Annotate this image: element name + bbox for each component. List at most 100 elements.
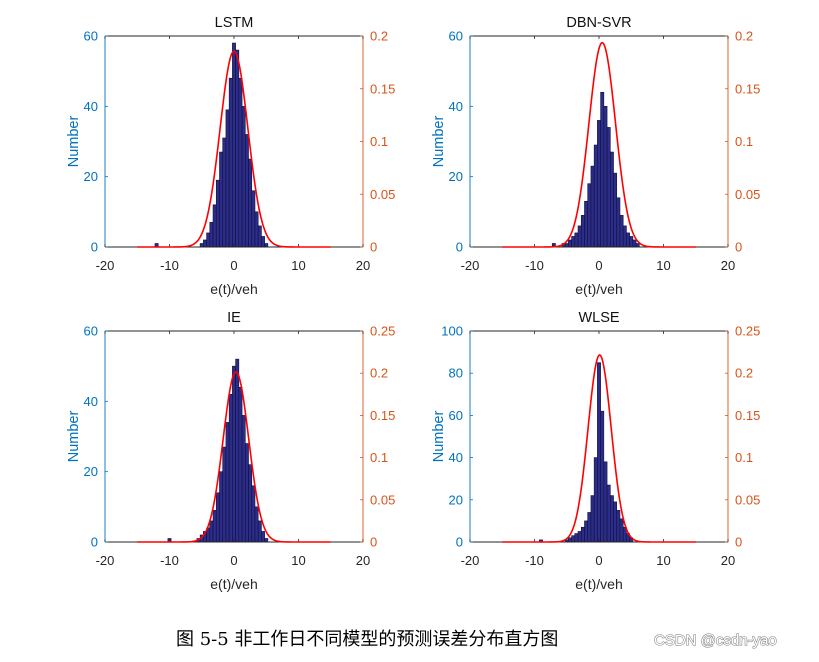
x-axis-label: e(t)/veh [575, 576, 622, 592]
y-axis-label: Number [431, 411, 447, 463]
histogram-bar [597, 120, 601, 248]
histogram-bar [622, 225, 627, 248]
histogram-bar [257, 520, 262, 543]
panel-title: IE [227, 310, 241, 326]
histogram-bar [577, 531, 582, 543]
x-tick-label: 0 [595, 553, 602, 568]
left-y-tick-label: 60 [449, 29, 463, 44]
histogram-bar [590, 165, 595, 248]
left-y-tick-label: 60 [84, 324, 98, 339]
x-tick-label: 0 [230, 553, 237, 568]
histogram-bar [606, 127, 611, 248]
histogram-bar [574, 232, 579, 248]
x-tick-label: -20 [461, 553, 480, 568]
x-tick-label: 20 [721, 553, 735, 568]
histogram-bar [219, 151, 224, 248]
histogram-bar [251, 190, 256, 248]
histogram-bar [228, 77, 233, 248]
histogram-bar [244, 134, 249, 248]
histogram-bar [600, 410, 605, 543]
histogram-bar [613, 501, 618, 543]
histogram-bar [251, 485, 256, 543]
y-axis-label: Number [66, 116, 82, 168]
right-y-tick-label: 0.05 [735, 492, 760, 507]
histogram-bar [629, 236, 634, 248]
x-tick-label: 10 [656, 553, 670, 568]
histogram-bar [212, 204, 217, 248]
histogram-bar [232, 42, 236, 248]
histogram-bar [597, 362, 601, 543]
left-y-tick-label: 40 [449, 99, 463, 114]
histogram-bar [215, 492, 220, 543]
right-y-tick-label: 0.1 [370, 450, 388, 465]
x-tick-label: 10 [656, 258, 670, 273]
right-y-tick-label: 0 [370, 535, 377, 550]
left-y-tick-label: 20 [449, 492, 463, 507]
histogram-bar [261, 236, 265, 248]
normal-fit-curve [137, 371, 331, 543]
histogram-bar [584, 520, 589, 543]
histogram-bar [603, 461, 608, 543]
right-y-tick-label: 0.15 [735, 81, 760, 96]
right-y-tick-label: 0.1 [735, 134, 753, 149]
histogram-bar [587, 183, 592, 248]
histogram-bar [600, 91, 605, 248]
x-tick-label: 20 [356, 553, 370, 568]
right-y-tick-label: 0.1 [370, 134, 388, 149]
x-tick-label: -10 [525, 553, 544, 568]
histogram-bar [235, 358, 240, 543]
right-y-tick-label: 0.15 [370, 81, 395, 96]
histogram-bar [577, 225, 582, 248]
panel-title: LSTM [215, 15, 254, 31]
x-tick-label: -20 [96, 553, 115, 568]
left-y-tick-label: 0 [91, 240, 98, 255]
histogram-bar [254, 211, 259, 248]
histogram-bar [219, 471, 224, 543]
panel-lstm: LSTM e(t)/veh Number -20 -10 0 10 2002040600… [66, 15, 395, 297]
histogram-bar [225, 109, 230, 248]
histogram-bar [238, 386, 243, 543]
histogram-bar [235, 49, 240, 248]
x-tick-label: -10 [160, 258, 179, 273]
right-y-tick-label: 0.05 [370, 492, 395, 507]
x-tick-label: 10 [291, 258, 305, 273]
y-axis-label: Number [66, 411, 82, 463]
panel-title: DBN-SVR [566, 15, 631, 31]
left-y-tick-label: 40 [449, 450, 463, 465]
histogram-bar [593, 457, 598, 543]
histogram-bar [264, 538, 269, 543]
histogram-bar [626, 232, 630, 248]
panel-dbn-svr: DBN-SVR e(t)/veh Number -20 -10 0 10 2002040… [431, 15, 760, 297]
x-tick-label: -10 [160, 553, 179, 568]
histogram-bar [635, 243, 640, 248]
histogram-bar [264, 243, 269, 248]
histogram-bar [568, 239, 572, 248]
left-y-tick-label: 80 [449, 366, 463, 381]
left-y-tick-label: 40 [84, 99, 98, 114]
left-y-tick-label: 100 [441, 324, 463, 339]
x-tick-label: 20 [356, 258, 370, 273]
left-y-tick-label: 20 [84, 464, 98, 479]
histogram-bar [571, 236, 576, 248]
x-tick-label: -20 [96, 258, 115, 273]
histogram-bar [254, 506, 259, 543]
histogram-bar [203, 239, 207, 248]
histogram-bar [609, 151, 614, 248]
histogram-bar [215, 179, 220, 248]
normal-fit-curve [137, 50, 331, 248]
right-y-tick-label: 0.15 [370, 408, 395, 423]
x-axis-label: e(t)/veh [210, 576, 257, 592]
normal-fit-curve [502, 41, 696, 248]
left-y-tick-label: 20 [449, 169, 463, 184]
histogram-bar [616, 510, 621, 543]
histogram-bar [248, 158, 253, 248]
histogram-bar [564, 243, 569, 248]
x-tick-label: 0 [230, 258, 237, 273]
x-axis-label: e(t)/veh [210, 281, 257, 297]
normal-fit-curve [502, 354, 696, 543]
watermark: CSDN @csdn-yao [654, 632, 777, 649]
histogram-bar [580, 526, 585, 543]
histogram-bar [228, 393, 233, 543]
